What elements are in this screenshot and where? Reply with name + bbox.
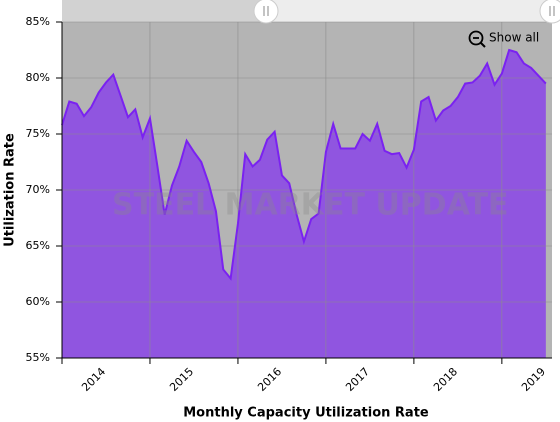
y-axis-label: Utilization Rate — [3, 133, 18, 247]
x-tick-label: 2016 — [255, 365, 284, 394]
scrollbar-thumb[interactable] — [266, 0, 552, 22]
scrollbar-track[interactable] — [62, 0, 266, 22]
button-label: Show all — [489, 31, 539, 45]
y-tick-label: 75% — [26, 127, 50, 140]
y-tick-label: 85% — [26, 15, 50, 28]
y-tick-label: 60% — [26, 295, 50, 308]
x-tick-label: 2015 — [167, 365, 196, 394]
x-tick-label: 2017 — [343, 365, 372, 394]
area — [62, 50, 546, 358]
y-tick-label: 65% — [26, 239, 50, 252]
zoom-icon-handle — [480, 42, 486, 48]
zoom-icon — [468, 30, 484, 46]
y-tick-label: 80% — [26, 71, 50, 84]
x-tick-label: 2014 — [79, 365, 108, 394]
plot-area — [61, 21, 552, 359]
x-tick-label: 2019 — [519, 365, 548, 394]
x-tick-label: 2018 — [431, 365, 460, 394]
show-all-button[interactable]: Show all — [468, 30, 540, 48]
x-axis-label: Monthly Capacity Utilization Rate — [183, 406, 429, 421]
line — [61, 48, 547, 281]
scroll-grip-left[interactable] — [253, 0, 279, 24]
y-tick-label: 55% — [26, 351, 50, 364]
y-tick-label: 70% — [26, 183, 50, 196]
watermark: STEEL MARKET UPDATE — [112, 188, 509, 223]
scroll-grip-right[interactable] — [539, 0, 560, 24]
